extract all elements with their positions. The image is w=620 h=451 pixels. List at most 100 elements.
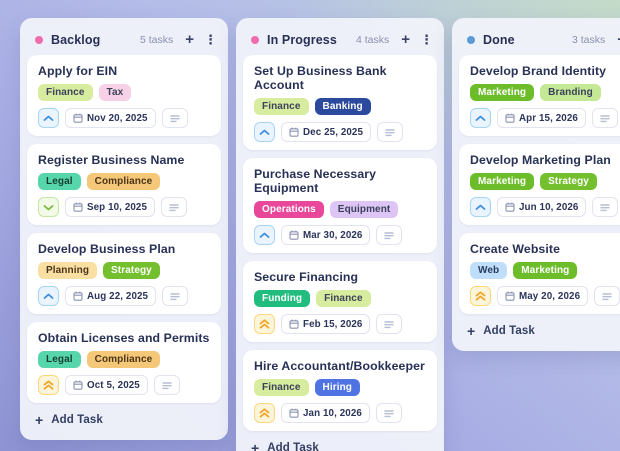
tag-pill: Marketing [470, 84, 535, 101]
card-meta: Jun 10, 2026 [470, 197, 620, 217]
tag-list: Marketing Strategy [470, 173, 620, 190]
calendar-icon [289, 408, 299, 418]
task-title: Create Website [470, 242, 561, 256]
notes-lines-icon [169, 114, 180, 123]
task-title: Set Up Business Bank Account [254, 64, 387, 92]
tag-pill: Finance [38, 84, 93, 101]
add-card-plus-icon[interactable]: + [389, 32, 410, 47]
task-card[interactable]: Hire Accountant/Bookkeeper Finance Hiring… [243, 350, 437, 431]
task-card[interactable]: Secure Financing Funding Finance Feb 15, … [243, 261, 437, 342]
due-date-chip: May 20, 2026 [497, 286, 589, 306]
tag-list: Planning Strategy [38, 262, 210, 279]
notes-lines-icon [600, 114, 610, 123]
due-date-chip: Dec 25, 2025 [281, 122, 372, 142]
tag-pill: Finance [254, 98, 309, 115]
due-date-text: Aug 22, 2025 [87, 290, 149, 302]
calendar-icon [505, 113, 515, 123]
due-date-chip: Aug 22, 2025 [65, 286, 157, 306]
task-card[interactable]: Create Website Web Marketing May 20, 2026 [459, 233, 620, 314]
due-date-text: Feb 15, 2026 [303, 318, 363, 330]
tag-pill: Legal [38, 173, 81, 190]
task-card[interactable]: Register Business Name Legal Compliance S… [27, 144, 221, 225]
priority-chevron-icon [38, 108, 59, 128]
due-date-chip: Mar 30, 2026 [281, 225, 371, 245]
due-date-text: Dec 25, 2025 [303, 126, 364, 138]
task-title: Apply for EIN [38, 64, 118, 78]
tag-list: Operations Equipment [254, 201, 426, 218]
due-date-chip: Sep 10, 2025 [65, 197, 156, 217]
card-meta: Oct 5, 2025 [38, 375, 210, 395]
tag-list: Funding Finance [254, 290, 426, 307]
notes-lines-icon [385, 128, 395, 137]
kanban-board: Backlog 5 tasks + ⋮ Apply for EIN Financ… [20, 18, 620, 451]
notes-lines-icon [384, 409, 394, 418]
calendar-icon [73, 202, 83, 212]
tag-pill: Web [470, 262, 508, 279]
task-card[interactable]: Develop Marketing Plan Marketing Strategy… [459, 144, 620, 225]
column-task-count: 5 tasks [139, 33, 174, 46]
task-card[interactable]: Obtain Licenses and Permits Legal Complia… [27, 322, 221, 403]
tag-pill: Marketing [513, 262, 578, 279]
task-card[interactable]: Develop Business Plan Planning Strategy A… [27, 233, 221, 314]
task-card[interactable]: Purchase Necessary Equipment Operations E… [243, 158, 437, 253]
column-color-dot [467, 35, 475, 44]
column-menu-kebab-icon[interactable]: ⋮ [410, 33, 433, 46]
priority-chevron-icon [254, 314, 275, 334]
column-header: Backlog 5 tasks + ⋮ [27, 25, 221, 55]
notes-chip [376, 314, 403, 334]
add-task-label: Add Task [51, 414, 103, 426]
priority-chevron-icon [254, 403, 275, 423]
notes-lines-icon [170, 292, 180, 301]
column-task-count: 4 tasks [355, 33, 390, 46]
notes-lines-icon [602, 292, 612, 301]
due-date-chip: Oct 5, 2025 [65, 375, 148, 395]
card-meta: Dec 25, 2025 [254, 122, 426, 142]
due-date-text: Jan 10, 2026 [303, 407, 362, 419]
tag-pill: Finance [316, 290, 371, 307]
task-card[interactable]: Develop Brand Identity Marketing Branding… [459, 55, 620, 136]
task-card[interactable]: Apply for EIN Finance Tax Nov 20, 2025 [27, 55, 221, 136]
notes-lines-icon [162, 381, 172, 390]
add-card-plus-icon[interactable]: + [605, 32, 620, 47]
due-date-text: Nov 20, 2025 [87, 112, 148, 124]
add-card-plus-icon[interactable]: + [173, 32, 194, 47]
add-task-label: Add Task [267, 442, 319, 451]
column-menu-kebab-icon[interactable]: ⋮ [194, 33, 217, 46]
add-task-button[interactable]: + Add Task [459, 314, 541, 344]
add-task-button[interactable]: + Add Task [27, 403, 109, 433]
calendar-icon [73, 113, 83, 123]
task-title: Register Business Name [38, 153, 185, 167]
notes-chip [377, 122, 404, 142]
task-card[interactable]: Set Up Business Bank Account Finance Bank… [243, 55, 437, 150]
notes-lines-icon [600, 203, 611, 212]
tag-pill: Tax [98, 84, 132, 101]
due-date-text: Sep 10, 2025 [87, 201, 148, 213]
due-date-text: Mar 30, 2026 [303, 229, 363, 241]
card-list: Develop Brand Identity Marketing Branding… [459, 55, 620, 314]
due-date-chip: Apr 15, 2026 [497, 108, 586, 128]
kanban-column: In Progress 4 tasks + ⋮ Set Up Business … [236, 18, 444, 451]
column-color-dot [35, 35, 43, 44]
notes-chip [153, 375, 180, 395]
kanban-column: Done 3 tasks + ⋮ Develop Brand Identity … [452, 18, 620, 351]
notes-lines-icon [169, 203, 179, 212]
priority-chevron-icon [38, 286, 59, 306]
column-title: Done [483, 32, 515, 47]
due-date-text: May 20, 2026 [519, 290, 581, 302]
column-header: Done 3 tasks + ⋮ [459, 25, 620, 55]
tag-pill: Strategy [103, 262, 160, 279]
calendar-icon [289, 319, 299, 329]
add-task-button[interactable]: + Add Task [243, 431, 325, 451]
card-meta: Sep 10, 2025 [38, 197, 210, 217]
due-date-chip: Nov 20, 2025 [65, 108, 156, 128]
card-meta: Apr 15, 2026 [470, 108, 620, 128]
due-date-text: Apr 15, 2026 [519, 112, 578, 124]
task-title: Obtain Licenses and Permits [38, 331, 210, 345]
tag-list: Legal Compliance [38, 351, 210, 368]
task-title: Develop Brand Identity [470, 64, 607, 78]
card-meta: Nov 20, 2025 [38, 108, 210, 128]
tag-pill: Strategy [540, 173, 597, 190]
tag-pill: Banking [314, 98, 371, 115]
calendar-icon [505, 291, 515, 301]
notes-chip [591, 108, 618, 128]
